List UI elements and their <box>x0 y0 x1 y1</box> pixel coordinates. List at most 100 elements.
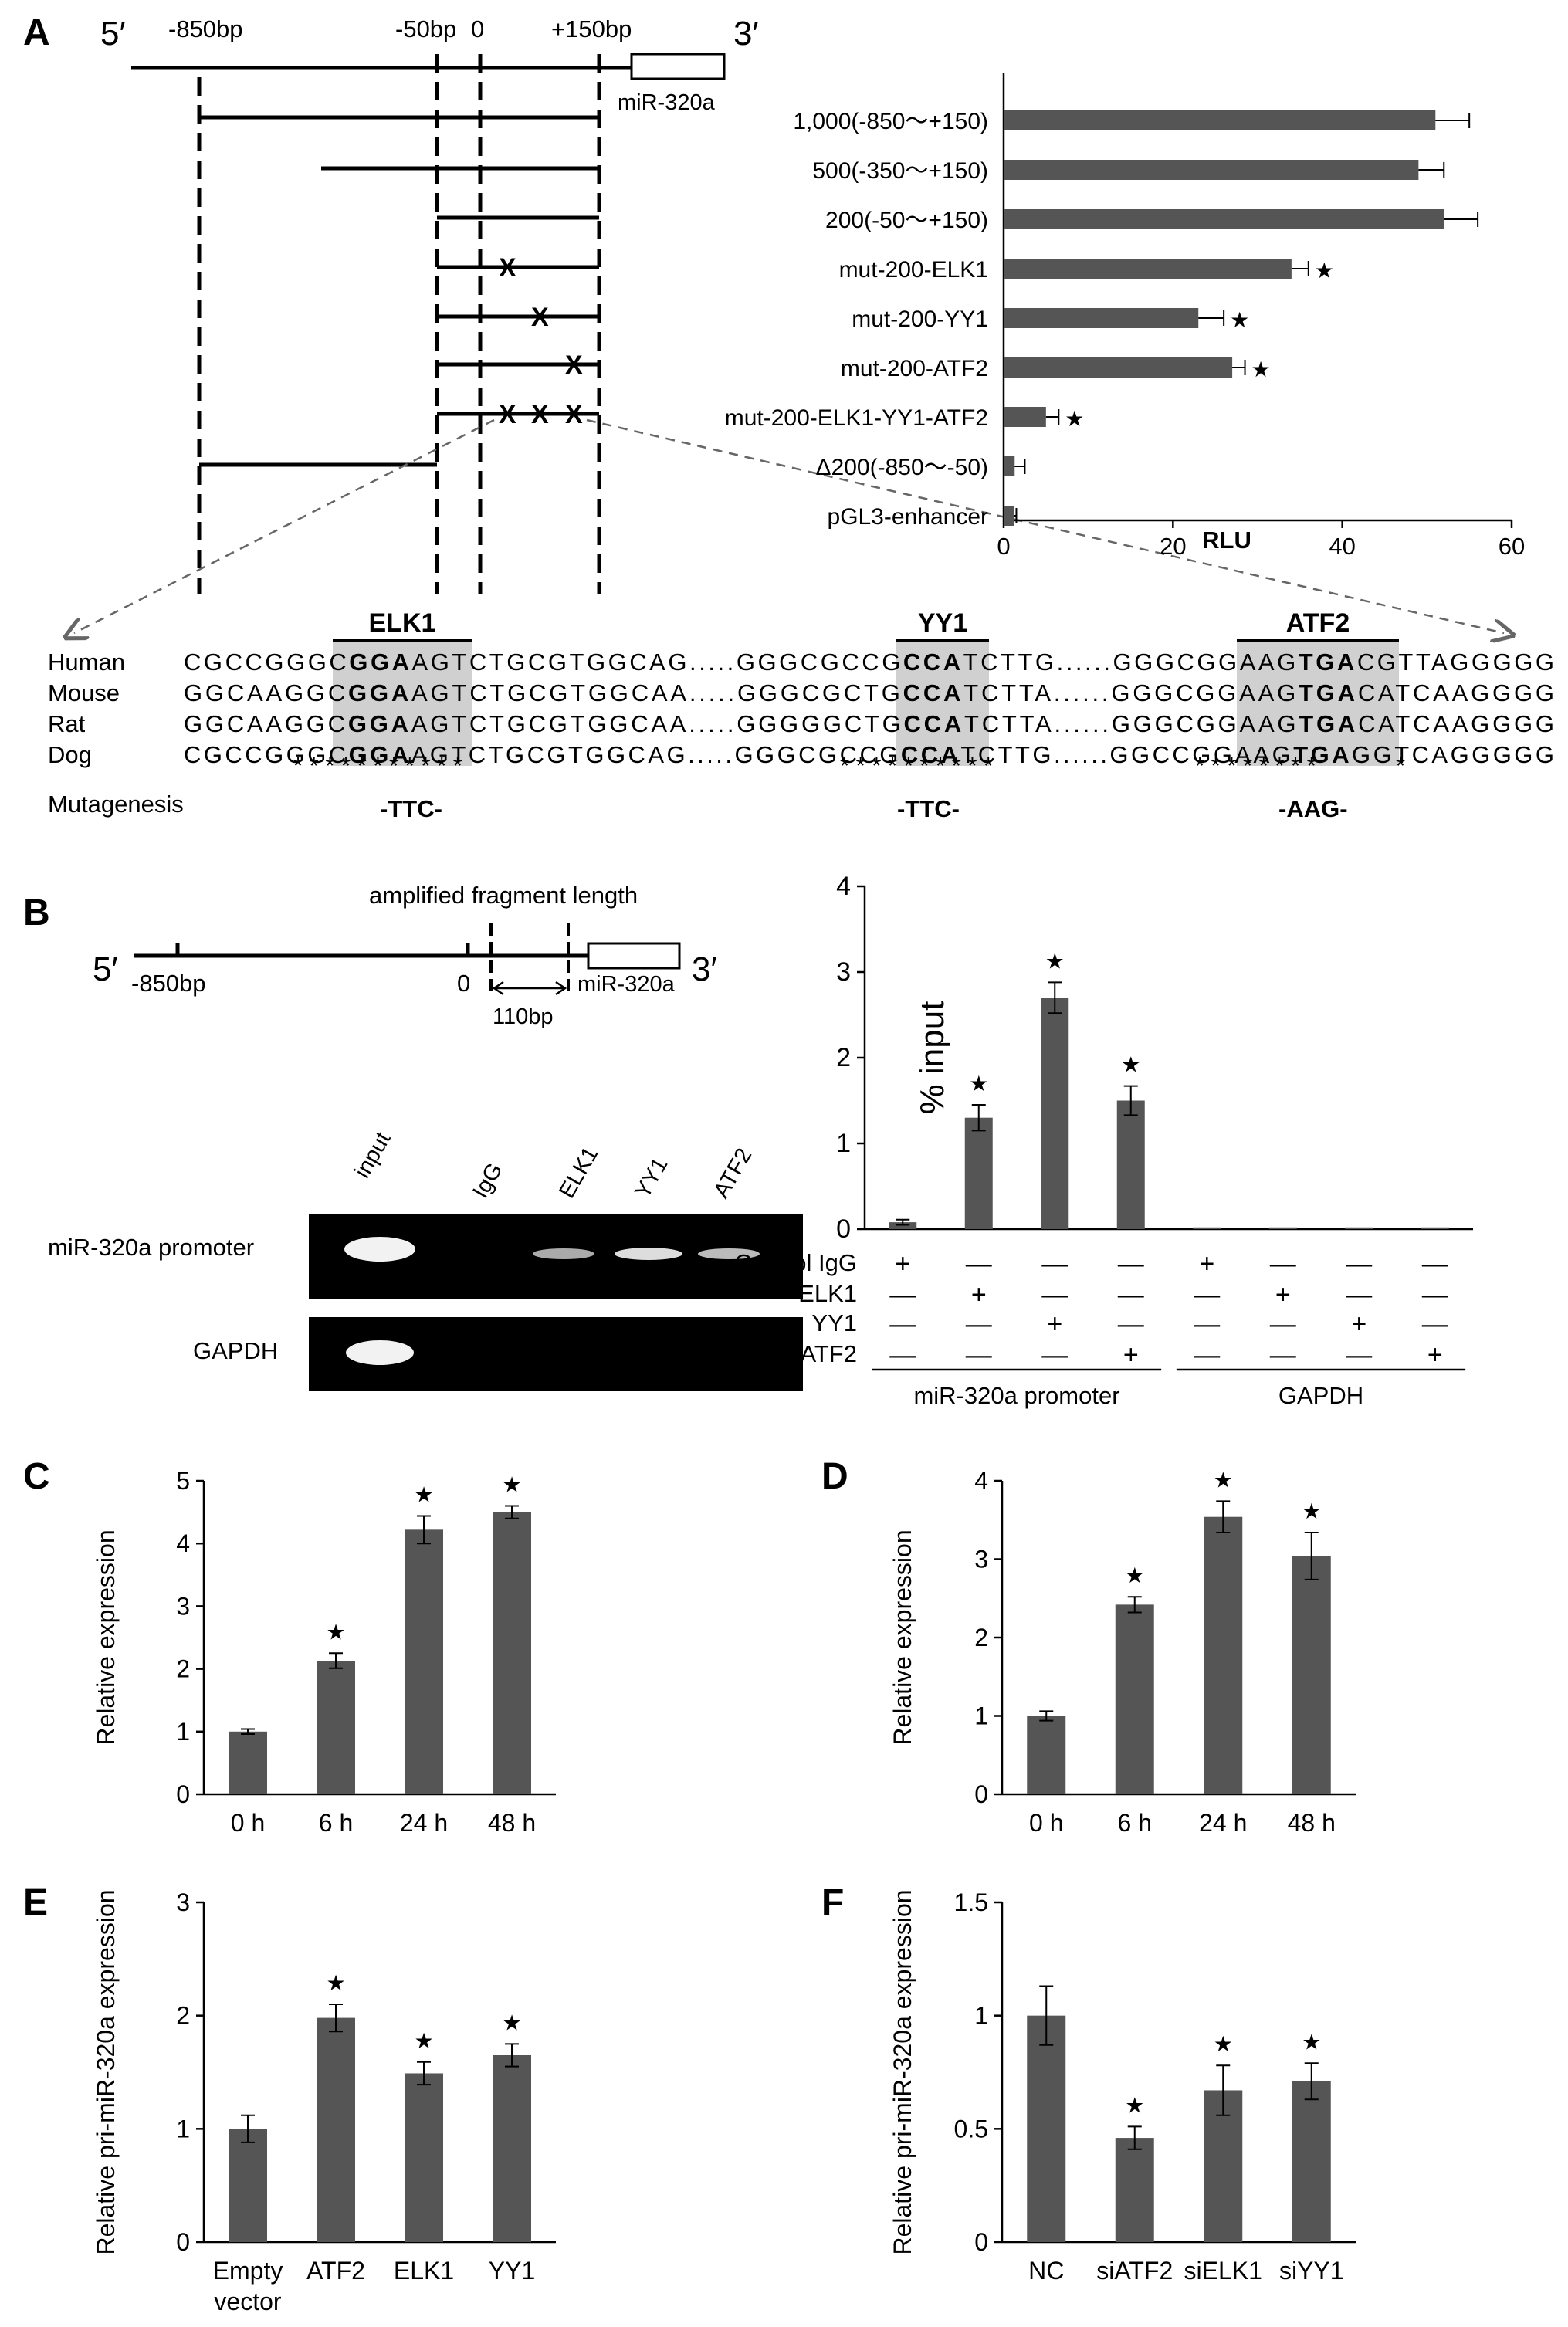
treatment-sign: — <box>966 1249 992 1279</box>
treatment-sign: — <box>889 1340 916 1370</box>
sequence-segment: GGCAAGGC <box>184 679 345 706</box>
significance-star: ★ <box>1214 1468 1233 1492</box>
sequence-segment: CTGCGTGGCAG.....GGGCGCCG <box>469 649 900 676</box>
x-tick-label: siYY1 <box>1279 2257 1344 2285</box>
bar <box>1292 1556 1331 1794</box>
treatment-sign: — <box>1118 1249 1144 1279</box>
panel-c-label: C <box>23 1456 50 1497</box>
category-label: 500(-350～+150) <box>812 158 988 184</box>
sequence-alignment: ELK1 YY1 ATF2 Human CGCCGGGC GGA AGT CTGCGTG… <box>48 608 1554 822</box>
treatment-sign: — <box>1270 1340 1296 1370</box>
x-tick-label: 24 h <box>400 1809 448 1837</box>
sequence-segment: CGCCGGGC <box>184 741 346 768</box>
x-tick-label: 6 h <box>319 1809 353 1837</box>
bar <box>493 2055 531 2242</box>
significance-star: ★ <box>502 2010 521 2034</box>
mutagenesis-label: Mutagenesis <box>48 791 184 818</box>
treatment-sign: — <box>1422 1309 1448 1339</box>
gel-lane-label: input <box>350 1128 395 1182</box>
atf2-header: ATF2 <box>1286 608 1350 638</box>
sequence-segment: AGT <box>412 649 467 676</box>
mutation-elk1: -TTC- <box>380 795 442 822</box>
y-tick-label: 2 <box>836 1043 851 1072</box>
bar <box>1292 2081 1331 2242</box>
treatment-sign: + <box>1351 1309 1366 1339</box>
chip-map <box>134 923 681 996</box>
category-label: 1,000(-850～+150) <box>793 109 988 134</box>
five-prime-label: 5′ <box>93 950 118 988</box>
significance-star: ★ <box>1125 1563 1144 1587</box>
bar <box>1268 1227 1297 1229</box>
x-tick-label: ELK1 <box>394 2257 454 2285</box>
x-tick-label: 6 h <box>1118 1809 1152 1837</box>
group-label: GAPDH <box>1278 1382 1363 1409</box>
sequence-segment: CCA <box>904 710 962 737</box>
sequence-segment: AG <box>1258 649 1295 676</box>
position-label-minus850: -850bp <box>131 970 206 997</box>
elk1-highlight <box>333 642 472 766</box>
y-tick-label: 0.5 <box>954 2115 988 2142</box>
category-label: pGL3-enhancer <box>828 504 988 530</box>
bar <box>317 2017 355 2242</box>
significance-star: ★ <box>1125 2093 1144 2117</box>
y-tick-label: 1 <box>974 1702 988 1730</box>
gel-band-gapdh-input <box>346 1340 414 1365</box>
panel-b: B 5′ 3′ amplified fragment length -850bp… <box>23 872 1473 1409</box>
treatment-sign: + <box>895 1249 910 1279</box>
sequence-segment: AG <box>1258 679 1296 706</box>
y-axis-label: Relative expression <box>889 1529 916 1745</box>
conservation-stars-yy1: * * * * * * * * * * <box>840 752 993 779</box>
treatment-sign: — <box>966 1340 992 1370</box>
x-tick-label-line: vector <box>214 2288 281 2315</box>
bar <box>1115 1604 1154 1794</box>
mutation-x: X <box>531 400 549 429</box>
gel-band-atf2 <box>698 1248 760 1259</box>
y-axis-label: % input <box>913 1001 951 1115</box>
sequence-segment: ......GGGCGGA <box>1054 679 1255 706</box>
category-label: mut-200-YY1 <box>852 307 988 332</box>
sequence-segment: GGA <box>348 710 408 737</box>
y-tick-label: 4 <box>176 1529 190 1557</box>
treatment-sign: — <box>1118 1309 1144 1339</box>
chart-e: 0 1 2 3 Empty vector ★ ATF2 ★ ELK1 ★ YY1 Relative pr… <box>92 1888 556 2315</box>
treatment-sign: — <box>1422 1249 1448 1279</box>
treatment-sign: — <box>1194 1309 1220 1339</box>
x-tick-label: siATF2 <box>1096 2257 1173 2285</box>
treatment-sign: + <box>1047 1309 1062 1339</box>
mutation-marks: X X X X X X <box>499 253 583 429</box>
treatment-sign: — <box>1346 1280 1372 1309</box>
y-axis-label: Relative expression <box>92 1529 120 1745</box>
x-tick-label: 48 h <box>1288 1809 1336 1837</box>
mutation-x: X <box>531 303 549 332</box>
significance-star: ★ <box>326 1971 345 1995</box>
bar <box>229 1731 267 1794</box>
sequence-segment: AGT <box>411 710 466 737</box>
y-tick-label: 0 <box>176 2228 190 2256</box>
bar <box>889 1222 917 1229</box>
sequence-segment: CCA <box>903 649 960 676</box>
treatment-sign: + <box>1275 1280 1291 1309</box>
conservation-stars-atf2: * * * * * * * * <box>1195 752 1316 779</box>
sequence-segment: TCTTA <box>963 679 1051 706</box>
atf2-highlight <box>1237 642 1399 766</box>
y-tick-label: 4 <box>836 872 851 901</box>
sequence-segment: AGT <box>411 679 466 706</box>
sequence-text: GGCAAGGC GGA AGT CTGCGTGGCAA.....GGGGGCTG CC… <box>184 710 1554 737</box>
bar <box>1004 259 1292 279</box>
significance-star: ★ <box>969 1072 988 1096</box>
gel-row-label: miR-320a promoter <box>48 1234 254 1261</box>
group-label: miR-320a promoter <box>913 1382 1119 1409</box>
panel-b-label: B <box>23 893 50 933</box>
treatment-sign: — <box>966 1309 992 1339</box>
x-tick-label: 0 h <box>1029 1809 1063 1837</box>
chart-f: 0 0.5 1 1.5 NC ★ siATF2 ★ siELK1 ★ siYY1 Relative p… <box>889 1888 1356 2285</box>
treatment-sign: — <box>1270 1309 1296 1339</box>
category-label: 200(-50～+150) <box>825 208 988 233</box>
significance-star: ★ <box>326 1620 345 1644</box>
bar <box>1204 1516 1243 1794</box>
y-tick-label: 5 <box>176 1467 190 1495</box>
bar <box>1041 998 1069 1229</box>
amplicon-length-label: 110bp <box>493 1004 554 1029</box>
treatment-sign: — <box>1194 1340 1220 1370</box>
y-axis-label: Relative pri-miR-320a expression <box>92 1889 120 2254</box>
